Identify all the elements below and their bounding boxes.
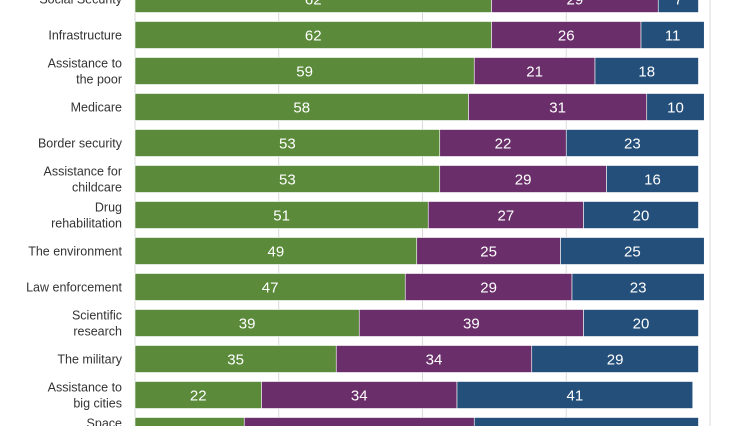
data-label: 25 <box>624 244 641 261</box>
bar-segment <box>134 417 245 426</box>
data-label: 7 <box>674 0 682 9</box>
data-label: 18 <box>638 64 655 81</box>
bar-segment <box>456 381 694 409</box>
bar-segment <box>657 0 699 13</box>
category-label: Border security <box>38 137 123 151</box>
data-label: 31 <box>549 100 566 117</box>
data-label: 39 <box>239 316 256 333</box>
bar-segment <box>473 417 699 426</box>
data-label: 51 <box>273 208 290 225</box>
bar-segment <box>473 57 596 85</box>
bar-segment <box>491 21 642 49</box>
data-label: 27 <box>498 208 515 225</box>
category-label: Infrastructure <box>48 29 122 43</box>
bar-segment <box>134 309 360 337</box>
category-label: Medicare <box>71 101 122 115</box>
data-label: 49 <box>268 244 285 261</box>
data-label: 58 <box>293 100 310 117</box>
bar-segment <box>491 0 659 13</box>
data-label: 29 <box>607 352 624 369</box>
data-label: 21 <box>526 64 543 81</box>
data-label: 59 <box>296 64 313 81</box>
bar-segment <box>358 309 584 337</box>
category-label: The environment <box>28 245 122 259</box>
bar-segment <box>439 129 567 157</box>
data-label: 19 <box>181 424 198 426</box>
bar-segment <box>134 0 492 13</box>
bar-segment <box>646 93 705 121</box>
data-label: 35 <box>227 352 244 369</box>
category-label: Drug rehabilitation <box>51 201 122 231</box>
category-label: Law enforcement <box>26 281 122 295</box>
category-label: Assistance to the poor <box>48 57 122 87</box>
bar-layer: 62 29 7 62 26 11 59 21 18 58 31 10 53 22 23 53 29 16 51 27 2… <box>134 0 705 426</box>
data-label: 10 <box>667 100 684 117</box>
data-label: 53 <box>279 172 296 189</box>
bar-segment <box>134 237 418 265</box>
label-layer: Social Security Infrastructure Assistance … <box>26 0 123 426</box>
data-label: 47 <box>262 280 279 297</box>
bar-segment <box>565 129 699 157</box>
bar-segment <box>404 273 573 301</box>
data-label: 34 <box>351 388 368 405</box>
bar-segment <box>134 129 441 157</box>
data-label: 20 <box>633 316 650 333</box>
bar-segment <box>560 237 705 265</box>
data-label: 25 <box>480 244 497 261</box>
data-label: 29 <box>480 280 497 297</box>
data-label: 39 <box>463 316 480 333</box>
data-label: 29 <box>515 172 532 189</box>
bar-segment <box>606 165 699 193</box>
data-label: 40 <box>351 424 368 426</box>
data-label: 53 <box>279 136 296 153</box>
bar-segment <box>134 381 262 409</box>
bar-segment <box>134 165 441 193</box>
bar-segment <box>416 237 561 265</box>
data-label: 62 <box>305 0 322 9</box>
category-label: Scientific research <box>72 309 122 339</box>
bar-segment <box>594 57 699 85</box>
bar-segment <box>335 345 533 373</box>
bar-segment <box>134 57 475 85</box>
bar-segment <box>583 309 699 337</box>
data-label: 20 <box>633 208 650 225</box>
category-label: The military <box>57 353 122 367</box>
bar-segment <box>583 201 699 229</box>
bar-segment <box>134 93 469 121</box>
data-label: 23 <box>624 136 641 153</box>
category-label: Assistance to big cities <box>48 381 122 411</box>
data-label: 39 <box>578 424 595 426</box>
bar-segment <box>531 345 699 373</box>
bar-segment <box>640 21 705 49</box>
category-label: Social Security <box>39 0 122 7</box>
data-label: 22 <box>190 388 207 405</box>
data-label: 26 <box>558 28 575 45</box>
data-label: 62 <box>305 28 322 45</box>
data-label: 34 <box>426 352 443 369</box>
data-label: 11 <box>665 28 681 45</box>
bar-segment <box>134 201 429 229</box>
bar-segment <box>134 21 492 49</box>
bar-segment <box>134 273 406 301</box>
bar-segment <box>243 417 475 426</box>
bar-segment <box>571 273 705 301</box>
data-label: 16 <box>644 172 661 189</box>
data-label: 29 <box>567 0 584 9</box>
bar-segment <box>439 165 607 193</box>
category-label: Spaceexploration <box>61 417 122 426</box>
bar-segment <box>261 381 458 409</box>
data-label: 22 <box>495 136 512 153</box>
data-label: 23 <box>630 280 647 297</box>
category-label: Assistance for childcare <box>43 165 122 195</box>
bar-segment <box>427 201 584 229</box>
data-label: 41 <box>567 388 584 405</box>
